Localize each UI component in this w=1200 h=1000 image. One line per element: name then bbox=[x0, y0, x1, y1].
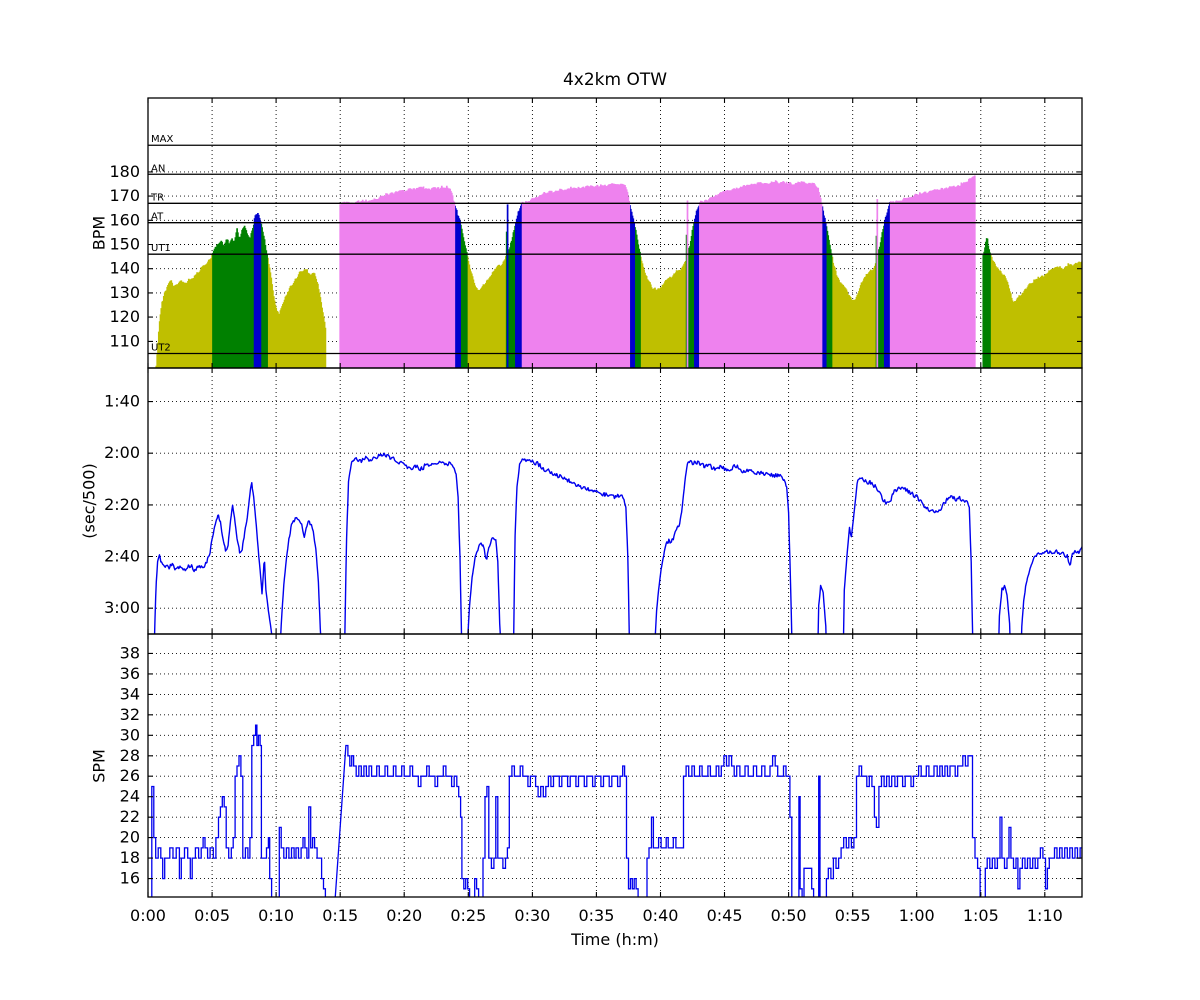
stroke-rate-y-tick-label: 26 bbox=[120, 766, 140, 785]
stroke-rate-y-tick-label: 28 bbox=[120, 746, 140, 765]
pace-line bbox=[153, 452, 1082, 634]
x-tick-label: 0:30 bbox=[514, 906, 550, 925]
x-tick-label: 0:55 bbox=[835, 906, 871, 925]
stroke-rate-plot-area bbox=[148, 634, 1082, 897]
heart-rate-plot-area bbox=[148, 98, 1082, 368]
time-axis-label: Time (h:m) bbox=[571, 930, 659, 949]
pace-y-tick-label: 2:00 bbox=[104, 443, 140, 462]
pace-y-tick-label: 2:20 bbox=[104, 495, 140, 514]
heart-rate-tick-marks bbox=[147, 98, 1082, 368]
pace-tick-marks bbox=[147, 368, 1082, 634]
spm-axis-label: SPM bbox=[89, 749, 109, 783]
stroke-rate-y-tick-label: 16 bbox=[120, 869, 140, 888]
zone-label-ut2: UT2 bbox=[151, 342, 171, 353]
pace-y-tick-label: 1:40 bbox=[104, 392, 140, 411]
heart-rate-y-tick-label: 150 bbox=[109, 235, 140, 254]
stroke-rate-y-tick-label: 22 bbox=[120, 807, 140, 826]
stroke-rate-y-tick-label: 34 bbox=[120, 684, 140, 703]
heart-rate-y-tick-label: 110 bbox=[109, 331, 140, 350]
heart-rate-y-tick-label: 170 bbox=[109, 186, 140, 205]
stroke-rate-y-tick-label: 30 bbox=[120, 725, 140, 744]
x-tick-label: 1:05 bbox=[963, 906, 999, 925]
zone-label-an: AN bbox=[151, 163, 165, 174]
heart-rate-zone-fill bbox=[339, 175, 976, 368]
zone-label-ut1: UT1 bbox=[151, 243, 171, 254]
heart-rate-y-tick-label: 120 bbox=[109, 307, 140, 326]
heart-rate-zone-fill bbox=[155, 254, 1082, 368]
heart-rate-y-tick-label: 130 bbox=[109, 283, 140, 302]
x-tick-label: 1:00 bbox=[899, 906, 935, 925]
zone-label-max: MAX bbox=[151, 134, 173, 145]
stroke-rate-panel-border bbox=[147, 633, 1083, 898]
zone-label-at: AT bbox=[151, 212, 164, 223]
x-tick-label: 0:15 bbox=[322, 906, 358, 925]
heart-rate-zone-fill bbox=[253, 202, 891, 368]
pace-plot-area bbox=[148, 368, 1082, 634]
heart-rate-y-tick-label: 160 bbox=[109, 210, 140, 229]
zone-label-tr: TR bbox=[150, 192, 164, 203]
heart-rate-y-tick-label: 180 bbox=[109, 162, 140, 181]
stroke-rate-line bbox=[151, 724, 1082, 897]
stroke-rate-y-tick-label: 36 bbox=[120, 664, 140, 683]
pace-panel-border bbox=[147, 367, 1083, 635]
pace-y-tick-label: 3:00 bbox=[104, 598, 140, 617]
stroke-rate-tick-marks bbox=[147, 634, 1082, 897]
pace-y-tick-label: 2:40 bbox=[104, 547, 140, 566]
x-tick-label: 1:10 bbox=[1027, 906, 1063, 925]
x-tick-label: 0:20 bbox=[386, 906, 422, 925]
stroke-rate-y-tick-label: 32 bbox=[120, 705, 140, 724]
x-tick-label: 0:40 bbox=[643, 906, 679, 925]
x-tick-label: 0:45 bbox=[707, 906, 743, 925]
grid-lines bbox=[148, 368, 1082, 634]
stroke-rate-y-tick-label: 24 bbox=[120, 787, 140, 806]
stroke-rate-y-tick-label: 20 bbox=[120, 828, 140, 847]
x-tick-label: 0:00 bbox=[130, 906, 166, 925]
chart-title: 4x2km OTW bbox=[562, 70, 668, 90]
x-tick-label: 0:05 bbox=[194, 906, 230, 925]
x-tick-label: 0:25 bbox=[450, 906, 486, 925]
heart-rate-y-tick-label: 140 bbox=[109, 259, 140, 278]
stroke-rate-y-tick-label: 18 bbox=[120, 848, 140, 867]
x-tick-label: 0:10 bbox=[258, 906, 294, 925]
x-tick-label: 0:50 bbox=[771, 906, 807, 925]
bpm-axis-label: BPM bbox=[89, 215, 109, 251]
pace-axis-label: (sec/500) bbox=[79, 463, 99, 539]
stroke-rate-y-tick-label: 38 bbox=[120, 643, 140, 662]
x-tick-label: 0:35 bbox=[578, 906, 614, 925]
